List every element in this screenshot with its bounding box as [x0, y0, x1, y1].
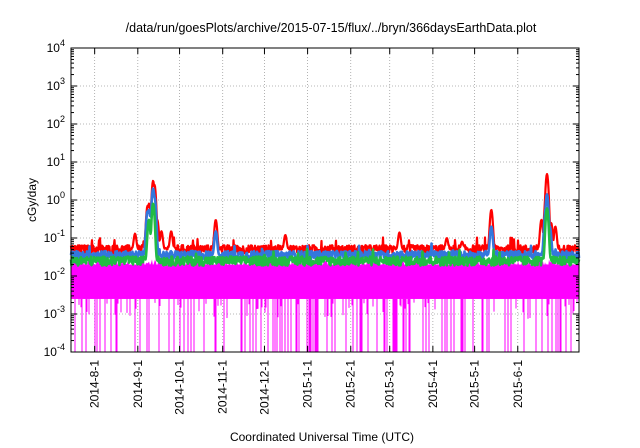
y-tick-label: 103	[47, 76, 65, 93]
x-tick-label: 2014-11-1	[216, 360, 230, 414]
series-magenta-top	[71, 259, 579, 299]
x-tick-label: 2015-1-1	[301, 360, 315, 408]
y-tick-label: 10-2	[44, 266, 65, 283]
y-tick-label: 100	[47, 190, 65, 207]
x-tick-label: 2014-10-1	[173, 360, 187, 415]
x-tick-label: 2014-12-1	[257, 360, 271, 415]
series-2	[69, 202, 581, 267]
x-tick-label: 2015-3-1	[383, 360, 397, 408]
x-tick-label: 2014-8-1	[88, 360, 102, 408]
y-axis: 10-4 10-3 10-2 10-1 100 101 102 103 104	[44, 38, 579, 359]
y-tick-label: 101	[47, 152, 65, 169]
y-tick-label: 104	[47, 38, 65, 55]
chart-title: /data/run/goesPlots/archive/2015-07-15/f…	[126, 21, 537, 35]
y-tick-label: 10-4	[44, 342, 65, 359]
x-tick-label: 2014-9-1	[131, 360, 145, 408]
y-tick-label: 10-1	[44, 228, 65, 245]
x-tick-label: 2015-5-1	[468, 360, 482, 408]
y-tick-label: 10-3	[44, 304, 65, 321]
y-axis-label: cGy/day	[25, 178, 39, 222]
y-tick-label: 102	[47, 114, 65, 131]
series-layer	[69, 173, 581, 352]
series-line	[69, 202, 581, 267]
x-tick-label: 2015-2-1	[344, 360, 358, 408]
x-tick-label: 2015-6-1	[511, 360, 525, 408]
x-axis: 2014-8-1 2014-9-1 2014-10-1 2014-11-1 2014-1…	[88, 48, 525, 415]
series-magenta	[71, 259, 579, 352]
x-tick-label: 2015-4-1	[426, 360, 440, 408]
x-axis-label: Coordinated Universal Time (UTC)	[230, 430, 414, 444]
